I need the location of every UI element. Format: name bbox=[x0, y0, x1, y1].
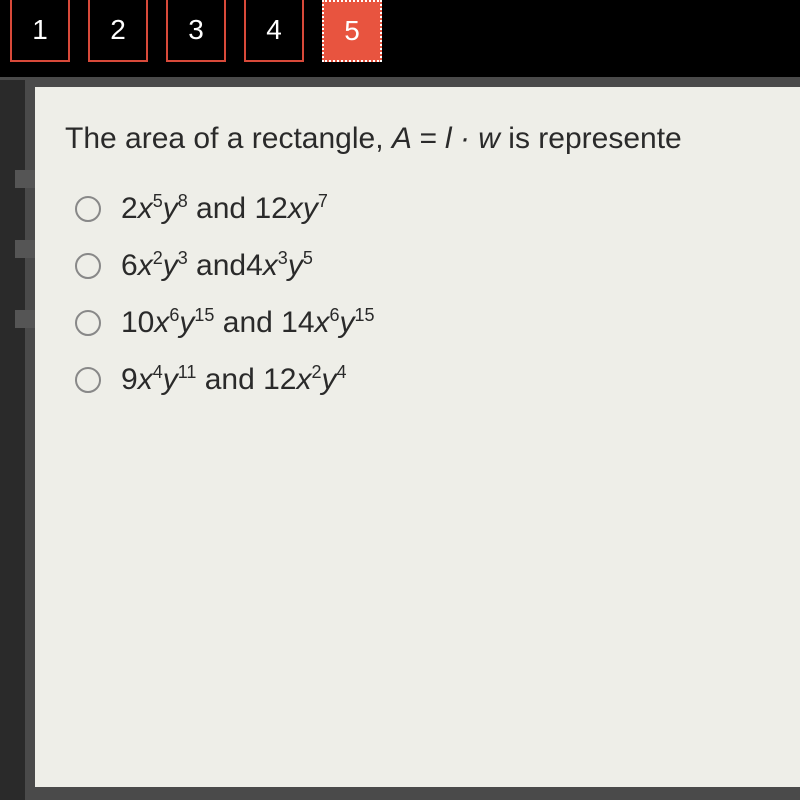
nav-tab-4[interactable]: 4 bbox=[244, 0, 304, 62]
nav-tab-1[interactable]: 1 bbox=[10, 0, 70, 62]
option-b-text: 6x2y3 and4x3y5 bbox=[121, 248, 313, 283]
radio-c[interactable] bbox=[75, 310, 101, 336]
radio-d[interactable] bbox=[75, 367, 101, 393]
nav-tab-3[interactable]: 3 bbox=[166, 0, 226, 62]
radio-b[interactable] bbox=[75, 253, 101, 279]
option-d-text: 9x4y11 and 12x2y4 bbox=[121, 362, 347, 397]
question-prefix: The area of a rectangle, bbox=[65, 122, 392, 155]
nav-tab-5[interactable]: 5 bbox=[322, 0, 382, 62]
nav-tab-2[interactable]: 2 bbox=[88, 0, 148, 62]
answer-options: 2x5y8 and 12xy7 6x2y3 and4x3y5 10x6y15 a… bbox=[75, 191, 785, 397]
question-formula: A = l · w bbox=[392, 122, 500, 155]
row-marker bbox=[15, 170, 35, 188]
left-sidebar-edge bbox=[0, 80, 25, 800]
option-c-text: 10x6y15 and 14x6y15 bbox=[121, 305, 375, 340]
option-a-text: 2x5y8 and 12xy7 bbox=[121, 191, 328, 226]
row-marker bbox=[15, 310, 35, 328]
question-prompt: The area of a rectangle, A = l · w is re… bbox=[65, 122, 785, 156]
option-c[interactable]: 10x6y15 and 14x6y15 bbox=[75, 305, 785, 340]
question-content: The area of a rectangle, A = l · w is re… bbox=[35, 87, 800, 787]
row-marker bbox=[15, 240, 35, 258]
question-suffix: is represente bbox=[500, 122, 682, 155]
radio-a[interactable] bbox=[75, 196, 101, 222]
option-b[interactable]: 6x2y3 and4x3y5 bbox=[75, 248, 785, 283]
option-d[interactable]: 9x4y11 and 12x2y4 bbox=[75, 362, 785, 397]
question-nav-bar: 1 2 3 4 5 bbox=[0, 0, 800, 77]
option-a[interactable]: 2x5y8 and 12xy7 bbox=[75, 191, 785, 226]
